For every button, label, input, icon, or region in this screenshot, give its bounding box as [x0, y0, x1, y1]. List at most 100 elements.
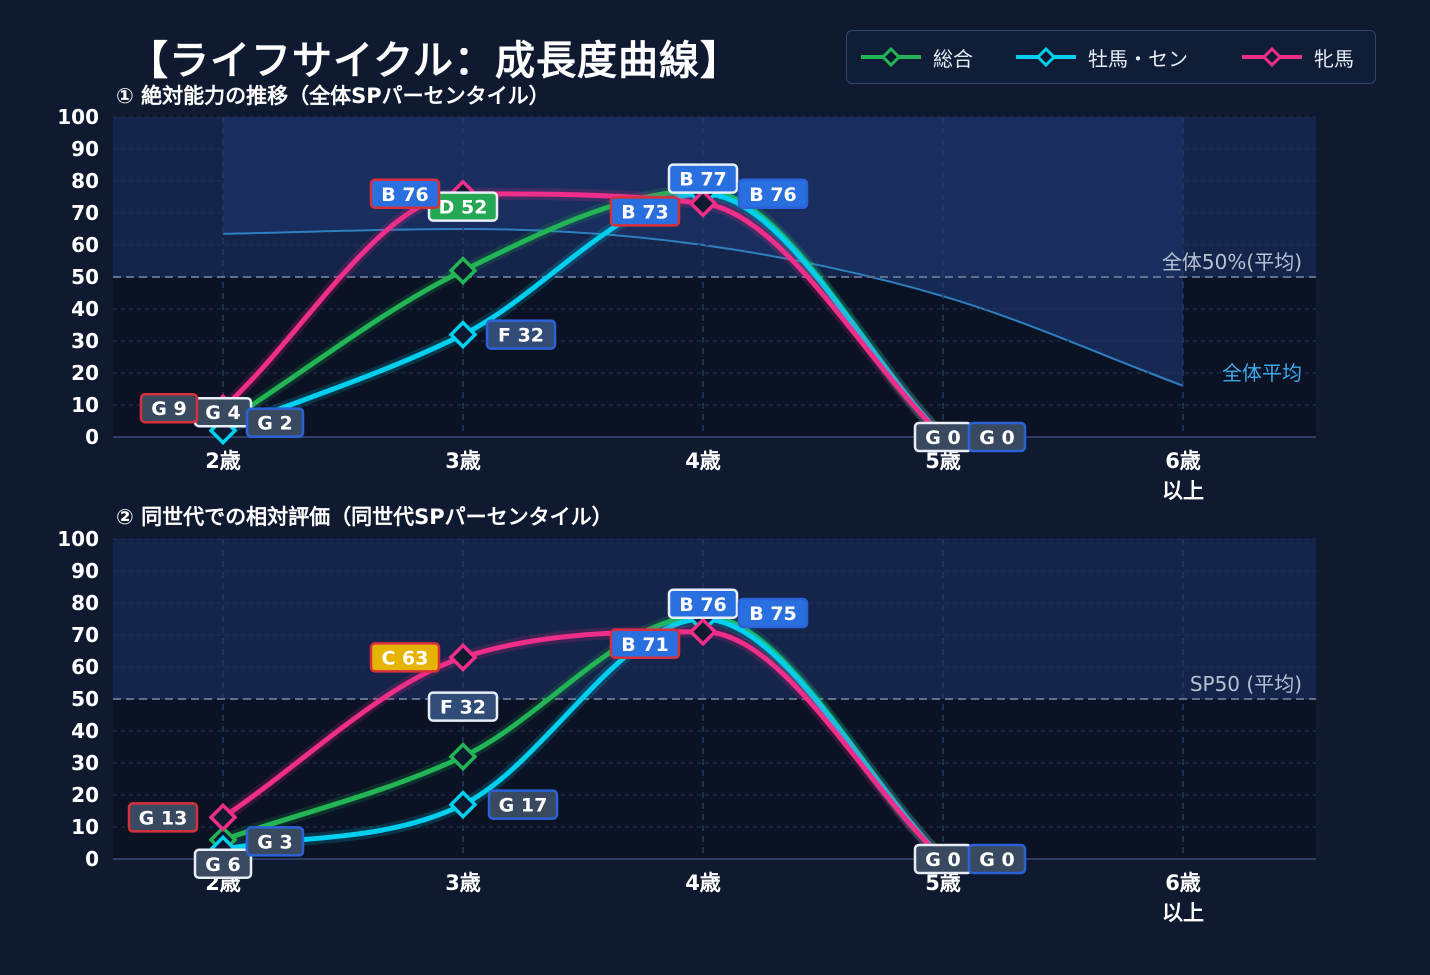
x-tick-label: 4歳: [685, 449, 721, 473]
data-label: G 0: [925, 427, 960, 449]
x-tick-label: 6歳: [1165, 449, 1201, 473]
legend-label-total: 総合: [933, 46, 973, 71]
legend-item-male: 牡馬・セン: [1014, 31, 1188, 83]
data-point: [208, 802, 238, 832]
data-point: [448, 320, 478, 350]
data-label: C 63: [382, 647, 429, 669]
data-label: B 71: [621, 634, 669, 656]
legend-item-total: 総合: [859, 31, 973, 83]
data-label-box: [667, 163, 739, 194]
y-tick-label: 20: [71, 783, 99, 807]
data-point: [448, 642, 478, 672]
subtitle-relative: ② 同世代での相対評価（同世代SPパーセンタイル）: [116, 505, 613, 529]
x-tick-label: 5歳: [925, 871, 961, 895]
data-label-box: [737, 597, 809, 629]
series-line: [220, 191, 946, 440]
data-label: G 6: [205, 854, 240, 876]
data-label: F 32: [440, 697, 486, 719]
x-tick-label: 6歳: [1165, 871, 1201, 895]
y-tick-label: 90: [71, 559, 99, 583]
y-tick-label: 70: [71, 623, 99, 647]
x-tick-label: 以上: [1162, 901, 1204, 925]
legend-swatch-female: [1242, 47, 1302, 67]
data-label-box: [369, 642, 441, 673]
data-label-box: [485, 319, 557, 350]
data-label-box: [667, 588, 739, 620]
data-label-box: [127, 802, 199, 833]
data-label: B 76: [749, 184, 797, 206]
legend-label-female: 牝馬: [1314, 46, 1354, 71]
plot-panel-1: 0 10 20 30 40 50 60 70 80 90 100 全体50%(平均) 全体平均 2歳 3歳 4…: [57, 105, 1316, 503]
data-label-box: [967, 421, 1027, 453]
data-label-box: [193, 848, 253, 880]
y-tick-label: 30: [71, 751, 99, 775]
y-tick-label: 0: [85, 847, 99, 871]
data-point: [688, 617, 718, 647]
data-label: G 0: [979, 849, 1014, 871]
data-label: B 76: [679, 594, 727, 616]
y-tick-label: 0: [85, 425, 99, 449]
data-label-box: [245, 407, 305, 438]
reference-line-label: 全体50%(平均): [1162, 250, 1302, 274]
legend-swatch-male: [1016, 47, 1076, 67]
y-tick-label: 10: [71, 815, 99, 839]
data-label: B 77: [679, 169, 727, 191]
data-label-box: [245, 826, 305, 857]
legend-swatch-total: [861, 47, 921, 67]
series-line: [220, 616, 946, 862]
data-label-box: [369, 178, 441, 210]
chart-title: 【ライフサイクル：成長度曲線】: [128, 38, 741, 84]
y-tick-label: 100: [57, 527, 99, 551]
lower-band: [113, 699, 1316, 859]
y-tick-label: 60: [71, 655, 99, 679]
subtitle-absolute: ① 絶対能力の推移（全体SPパーセンタイル）: [116, 84, 550, 108]
legend-label-male: 牡馬・セン: [1088, 46, 1188, 71]
y-tick-label: 70: [71, 201, 99, 225]
reference-line-label: SP50 (平均): [1190, 672, 1302, 696]
average-curve-label: 全体平均: [1222, 361, 1302, 385]
data-label: G 0: [925, 849, 960, 871]
series-line: [220, 629, 946, 862]
y-tick-label: 40: [71, 297, 99, 321]
data-label-box: [609, 628, 681, 660]
data-point: [448, 790, 478, 820]
y-tick-label: 50: [71, 265, 99, 289]
data-label: F 32: [498, 325, 544, 347]
data-label: G 13: [139, 807, 188, 829]
data-point: [688, 188, 718, 218]
data-label: B 75: [749, 603, 797, 625]
y-tick-label: 90: [71, 137, 99, 161]
x-tick-label: 5歳: [925, 449, 961, 473]
y-tick-label: 10: [71, 393, 99, 417]
y-tick-label: 30: [71, 329, 99, 353]
data-point: [448, 742, 478, 772]
y-tick-label: 80: [71, 591, 99, 615]
legend-item-female: 牝馬: [1240, 31, 1354, 83]
x-tick-label: 2歳: [205, 449, 241, 473]
data-label: B 73: [621, 201, 669, 223]
y-tick-label: 50: [71, 687, 99, 711]
y-tick-label: 40: [71, 719, 99, 743]
data-label-box: [609, 196, 681, 227]
data-label: G 9: [151, 398, 186, 420]
legend: 総合 牡馬・セン 牝馬: [846, 30, 1376, 84]
data-label: G 0: [979, 427, 1014, 449]
x-tick-label: 3歳: [445, 871, 481, 895]
y-tick-label: 100: [57, 105, 99, 129]
data-label-box: [737, 178, 809, 210]
data-label: B 76: [381, 184, 429, 206]
series-line: [220, 191, 946, 440]
data-label: G 2: [257, 413, 292, 435]
y-tick-label: 20: [71, 361, 99, 385]
data-label-box: [139, 392, 199, 424]
data-label: G 3: [257, 831, 292, 853]
data-label-box: [487, 789, 559, 820]
y-tick-label: 80: [71, 169, 99, 193]
data-point: [448, 256, 478, 286]
y-tick-label: 60: [71, 233, 99, 257]
data-label: G 4: [205, 402, 240, 424]
x-tick-label: 以上: [1162, 479, 1204, 503]
data-label: G 17: [499, 795, 548, 817]
